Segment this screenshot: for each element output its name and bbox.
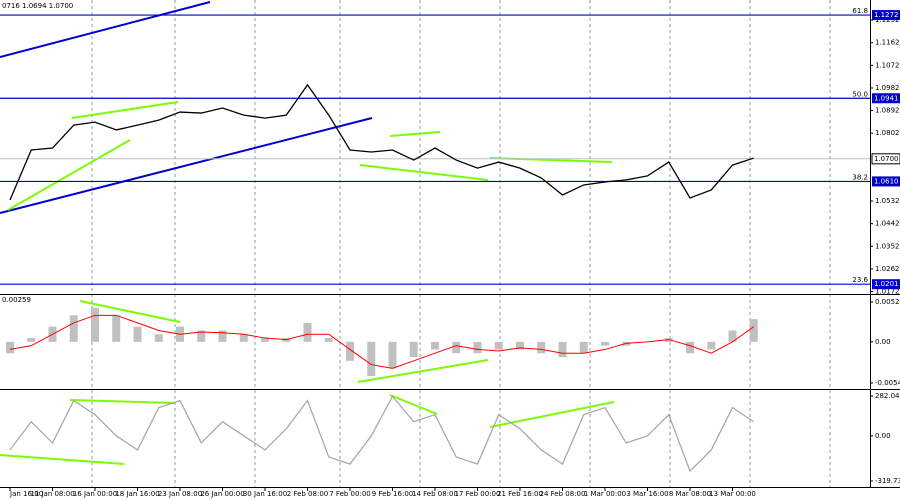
x-tick-label: 30 Jan 16:00 [243,490,287,498]
histogram-bar [537,341,546,354]
fibo-level-name: 38.2 [852,173,868,181]
y-tick-label: -0.00543 [875,379,900,387]
histogram-bar [579,341,588,354]
fibo-price-label: 1.1272 [874,11,899,19]
current-price-box [871,153,900,165]
y-tick-label: 282.0457 [875,392,900,400]
histogram-bar [112,315,121,342]
x-tick-label: 1 Mar 00:00 [584,490,626,498]
x-tick-label: Jan 16:00 [9,490,43,498]
x-tick-label: 8 Mar 08:00 [669,490,711,498]
histogram-bar [388,341,397,369]
current-price-label: 1.0700 [874,155,899,163]
x-tick-label: 24 Feb 08:00 [540,490,586,498]
y-tick-label: 1.0262 [875,265,900,273]
histogram-bar [516,341,524,350]
histogram-bar [686,341,694,354]
y-tick-label: 1.0802 [875,129,900,137]
fibo-level-name: 50.0 [852,90,868,98]
y-tick-label: 1.0532 [875,197,900,205]
x-tick-label: 11 Jan 08:00 [30,490,74,498]
fibo-price-box [872,10,900,21]
histogram-bar [749,319,758,342]
histogram-bar [367,341,376,376]
price-line [9,395,755,473]
price-line [9,83,754,201]
histogram-bar [452,341,461,354]
fibo-level-name: 61.8 [852,7,868,15]
histogram-bar [707,341,716,350]
histogram-bar [218,330,227,342]
histogram-bar [261,338,269,342]
histogram-bar [91,307,99,342]
histogram-bar [728,330,737,342]
y-tick-label: 0.00 [875,338,891,346]
indicator-value: 0.00259 [2,296,31,304]
histogram-bar [69,315,78,342]
histogram-bar [27,338,36,342]
price-info: 0716 1.0694 1.0700 [2,2,73,10]
x-tick-label: 7 Feb 00:00 [329,490,370,498]
fibo-price-label: 1.0201 [874,280,899,288]
signal-line [9,314,755,369]
histogram-bar [494,341,503,350]
y-tick-label: 1.0892 [875,107,900,115]
histogram-bar [601,341,609,346]
histogram-bar [239,334,248,342]
histogram-bar [473,341,482,354]
histogram-bar [558,341,567,358]
histogram-bar [197,330,206,342]
histogram-bar [346,341,354,361]
panel-borders [0,0,900,488]
fibo-price-box [872,93,900,104]
y-tick-label: 1.1072 [875,61,900,69]
histogram-bar [303,322,312,342]
y-tick-label: 1.1162 [875,39,900,47]
x-tick-label: 26 Jan 00:00 [200,490,244,498]
y-tick-label: 0.00526 [875,298,900,306]
fibo-price-label: 1.0941 [874,94,899,102]
fibo-price-box [872,279,900,290]
x-tick-label: 17 Feb 00:00 [455,490,501,498]
y-tick-label: 1.1252 [875,16,900,24]
x-tick-label: 3 Mar 16:00 [626,490,668,498]
y-tick-label: 1.0982 [875,84,900,92]
y-tick-label: 1.0172 [875,287,900,295]
y-tick-label: 1.0442 [875,220,900,228]
histogram-bar [324,338,333,342]
fibo-level-name: 23.6 [852,276,868,284]
fibo-price-label: 1.0610 [874,177,899,185]
y-tick-label: 0.00 [875,432,891,440]
histogram-bar [6,341,14,354]
x-tick-label: 23 Jan 08:00 [158,490,202,498]
x-tick-label: 14 Feb 08:00 [412,490,458,498]
histogram-bar [133,326,142,342]
x-tick-label: 21 Feb 16:00 [497,490,543,498]
y-tick-label: -319.735 [875,477,900,485]
histogram-bar [409,341,418,358]
fibo-price-box [872,176,900,187]
histogram-bar [154,334,163,342]
x-tick-label: 18 Jan 16:00 [115,490,159,498]
y-tick-label: 1.0352 [875,242,900,250]
x-tick-label: 16 Jan 00:00 [73,490,117,498]
histogram-bar [431,341,439,350]
x-tick-label: 13 Mar 00:00 [709,490,756,498]
x-tick-label: 2 Feb 08:00 [287,490,328,498]
x-tick-label: 9 Feb 16:00 [372,490,413,498]
